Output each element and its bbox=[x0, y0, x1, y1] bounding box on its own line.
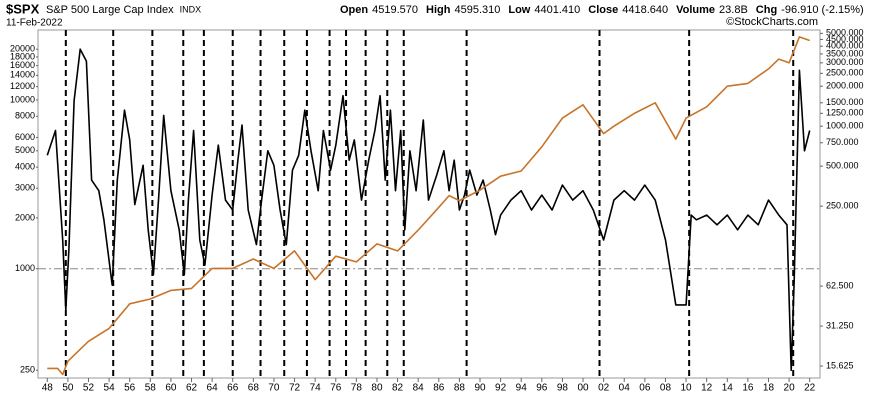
y2-tick-label: 500.000 bbox=[826, 161, 859, 171]
x-tick-label: 98 bbox=[557, 383, 569, 394]
y2-tick-label: 4000.000 bbox=[826, 41, 864, 51]
y2-tick-label: 15.625 bbox=[826, 360, 854, 370]
x-tick-label: 20 bbox=[784, 383, 796, 394]
x-tick-label: 56 bbox=[124, 383, 136, 394]
x-tick-label: 68 bbox=[248, 383, 260, 394]
y2-tick-label: 3500.000 bbox=[826, 48, 864, 58]
y2-tick-label: 3000.000 bbox=[826, 57, 864, 67]
quote-value: -96.910 (-2.15%) bbox=[781, 4, 864, 16]
x-tick-label: 62 bbox=[186, 383, 198, 394]
y2-tick-label: 5000.000 bbox=[826, 28, 864, 38]
x-tick-label: 80 bbox=[371, 383, 383, 394]
y-tick-label: 5000 bbox=[15, 145, 35, 155]
y-tick-label: 4000 bbox=[15, 162, 35, 172]
index-name: S&P 500 Large Cap Index bbox=[46, 4, 174, 16]
quote-label: Open bbox=[340, 4, 368, 16]
y-tick-label: 2000 bbox=[15, 212, 35, 222]
x-tick-label: 52 bbox=[83, 383, 95, 394]
x-tick-label: 96 bbox=[536, 383, 548, 394]
x-tick-label: 76 bbox=[330, 383, 342, 394]
y-tick-label: 12000 bbox=[10, 81, 35, 91]
y-tick-label: 20000 bbox=[10, 44, 35, 54]
y-tick-label: 6000 bbox=[15, 132, 35, 142]
x-tick-label: 78 bbox=[351, 383, 363, 394]
y2-tick-label: 4500.000 bbox=[826, 34, 864, 44]
quote-label: Close bbox=[588, 4, 618, 16]
quote-label: Chg bbox=[756, 4, 777, 16]
x-tick-label: 08 bbox=[660, 383, 672, 394]
series-line bbox=[47, 36, 810, 376]
y2-tick-label: 250.000 bbox=[826, 201, 859, 211]
quote-value: 4519.570 bbox=[372, 4, 418, 16]
x-tick-label: 90 bbox=[474, 383, 486, 394]
quote-value: 4418.640 bbox=[622, 4, 668, 16]
x-tick-label: 70 bbox=[268, 383, 280, 394]
x-tick-label: 54 bbox=[104, 383, 116, 394]
y-tick-label: 1000 bbox=[15, 263, 35, 273]
x-tick-label: 16 bbox=[742, 383, 754, 394]
x-tick-label: 94 bbox=[516, 383, 528, 394]
y-tick-label: 18000 bbox=[10, 51, 35, 61]
y2-tick-label: 1250.000 bbox=[826, 108, 864, 118]
quote-label: Low bbox=[508, 4, 530, 16]
x-tick-label: 86 bbox=[433, 383, 445, 394]
y2-tick-label: 1500.000 bbox=[826, 97, 864, 107]
exchange: INDX bbox=[180, 4, 202, 14]
x-tick-label: 60 bbox=[165, 383, 177, 394]
y-tick-label: 8000 bbox=[15, 111, 35, 121]
quote-label: Volume bbox=[676, 4, 715, 16]
x-tick-label: 10 bbox=[680, 383, 692, 394]
x-tick-label: 88 bbox=[454, 383, 466, 394]
x-tick-label: 72 bbox=[289, 383, 301, 394]
y-tick-label: 16000 bbox=[10, 60, 35, 70]
symbol: $SPX bbox=[6, 1, 40, 16]
x-tick-label: 92 bbox=[495, 383, 507, 394]
y-tick-label: 250 bbox=[20, 365, 35, 375]
y2-tick-label: 31.250 bbox=[826, 320, 854, 330]
quote-value: 23.8B bbox=[719, 4, 748, 16]
x-tick-label: 14 bbox=[722, 383, 734, 394]
x-tick-label: 04 bbox=[619, 383, 631, 394]
x-tick-label: 58 bbox=[145, 383, 157, 394]
x-tick-label: 64 bbox=[207, 383, 219, 394]
x-tick-label: 84 bbox=[413, 383, 425, 394]
x-tick-label: 12 bbox=[701, 383, 713, 394]
x-tick-label: 18 bbox=[763, 383, 775, 394]
credit: ©StockCharts.com bbox=[726, 16, 818, 28]
y2-tick-label: 62.500 bbox=[826, 280, 854, 290]
date: 11-Feb-2022 bbox=[6, 18, 63, 29]
quote-value: 4595.310 bbox=[454, 4, 500, 16]
x-tick-label: 00 bbox=[577, 383, 589, 394]
y-tick-label: 14000 bbox=[10, 70, 35, 80]
quote-value: 4401.410 bbox=[534, 4, 580, 16]
x-tick-label: 82 bbox=[392, 383, 404, 394]
series-line bbox=[46, 48, 811, 372]
y2-tick-label: 2500.000 bbox=[826, 68, 864, 78]
y2-tick-label: 2000.000 bbox=[826, 81, 864, 91]
x-tick-label: 02 bbox=[598, 383, 610, 394]
x-tick-label: 48 bbox=[42, 383, 54, 394]
x-tick-label: 06 bbox=[639, 383, 651, 394]
x-tick-label: 22 bbox=[804, 383, 816, 394]
y2-tick-label: 750.000 bbox=[826, 137, 859, 147]
x-tick-label: 66 bbox=[227, 383, 239, 394]
x-tick-label: 50 bbox=[62, 383, 74, 394]
x-tick-label: 74 bbox=[310, 383, 322, 394]
y-tick-label: 10000 bbox=[10, 94, 35, 104]
plot-frame bbox=[37, 29, 821, 379]
y-tick-label: 3000 bbox=[15, 183, 35, 193]
y2-tick-label: 1000.000 bbox=[826, 121, 864, 131]
quote-label: High bbox=[426, 4, 451, 16]
